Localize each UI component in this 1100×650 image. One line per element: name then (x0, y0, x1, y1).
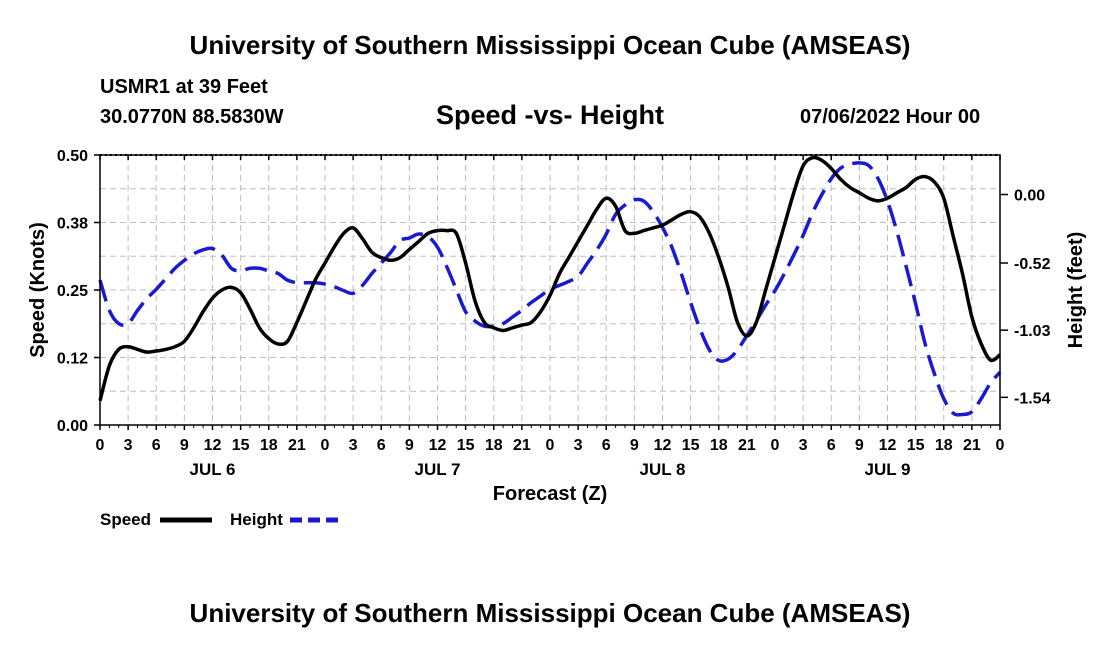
x-tick-label: 3 (349, 437, 358, 454)
x-tick-label: 12 (879, 437, 897, 454)
y-tick-label: 0.00 (57, 418, 88, 435)
y-axis-label: Speed (Knots) (27, 222, 49, 358)
y2-tick-label: -1.03 (1014, 323, 1051, 340)
legend-speed-label: Speed (100, 510, 151, 529)
x-tick-label: 12 (204, 437, 222, 454)
y-tick-label: 0.38 (57, 216, 88, 233)
station-coordinates: 30.0770N 88.5830W (100, 106, 284, 128)
day-label: JUL 6 (190, 460, 236, 479)
y2-axis-label: Height (feet) (1065, 232, 1087, 349)
x-tick-label: 18 (260, 437, 278, 454)
footer-title: University of Southern Mississippi Ocean… (189, 598, 911, 628)
x-tick-label: 3 (574, 437, 583, 454)
station-label: USMR1 at 39 Feet (100, 76, 268, 98)
y-tick-label: 0.25 (57, 283, 88, 300)
x-tick-label: 0 (321, 437, 330, 454)
speed-series-line (98, 155, 1002, 402)
x-tick-label: 9 (630, 437, 639, 454)
x-tick-label: 15 (907, 437, 925, 454)
x-tick-label: 6 (602, 437, 611, 454)
series-group (98, 155, 1002, 417)
x-tick-label: 3 (799, 437, 808, 454)
x-tick-label: 21 (288, 437, 306, 454)
x-tick-label: 15 (232, 437, 250, 454)
x-tick-label: 18 (485, 437, 503, 454)
grid (100, 155, 1000, 425)
x-tick-label: 6 (827, 437, 836, 454)
x-tick-label: 9 (180, 437, 189, 454)
day-label: JUL 9 (865, 460, 911, 479)
chart-title: Speed -vs- Height (435, 100, 665, 130)
x-tick-label: 0 (96, 437, 105, 454)
main-title: University of Southern Mississippi Ocean… (189, 30, 911, 60)
x-tick-label: 3 (124, 437, 133, 454)
x-tick-label: 21 (513, 437, 531, 454)
day-label: JUL 8 (640, 460, 686, 479)
y2-tick-label: -1.54 (1014, 390, 1051, 407)
x-tick-label: 12 (429, 437, 447, 454)
x-tick-label: 0 (996, 437, 1005, 454)
x-tick-label: 6 (152, 437, 161, 454)
y2-tick-label: 0.00 (1014, 188, 1045, 205)
x-tick-label: 12 (654, 437, 672, 454)
y-tick-label: 0.12 (57, 351, 88, 368)
height-series-line (98, 161, 1002, 417)
legend-height-label: Height (230, 510, 283, 529)
x-tick-label: 21 (963, 437, 981, 454)
y2-tick-label: -0.52 (1014, 256, 1051, 273)
y-tick-label: 0.50 (57, 148, 88, 165)
x-tick-label: 6 (377, 437, 386, 454)
x-tick-label: 18 (710, 437, 728, 454)
x-tick-label: 0 (546, 437, 555, 454)
legend: Speed Height (100, 510, 342, 529)
x-tick-label: 21 (738, 437, 756, 454)
x-tick-label: 0 (771, 437, 780, 454)
x-tick-label: 9 (855, 437, 864, 454)
x-tick-label: 18 (935, 437, 953, 454)
forecast-date: 07/06/2022 Hour 00 (800, 106, 981, 128)
axes: 0 3 6 9 12 15 18 21 0 3 6 9 12 15 18 21 0 3 6 9 12 15 18 21 0 3 6 9… (57, 148, 1051, 479)
x-tick-label: 9 (405, 437, 414, 454)
x-tick-label: 15 (457, 437, 475, 454)
x-tick-label: 15 (682, 437, 700, 454)
x-axis-label: Forecast (Z) (493, 483, 607, 505)
day-label: JUL 7 (415, 460, 461, 479)
